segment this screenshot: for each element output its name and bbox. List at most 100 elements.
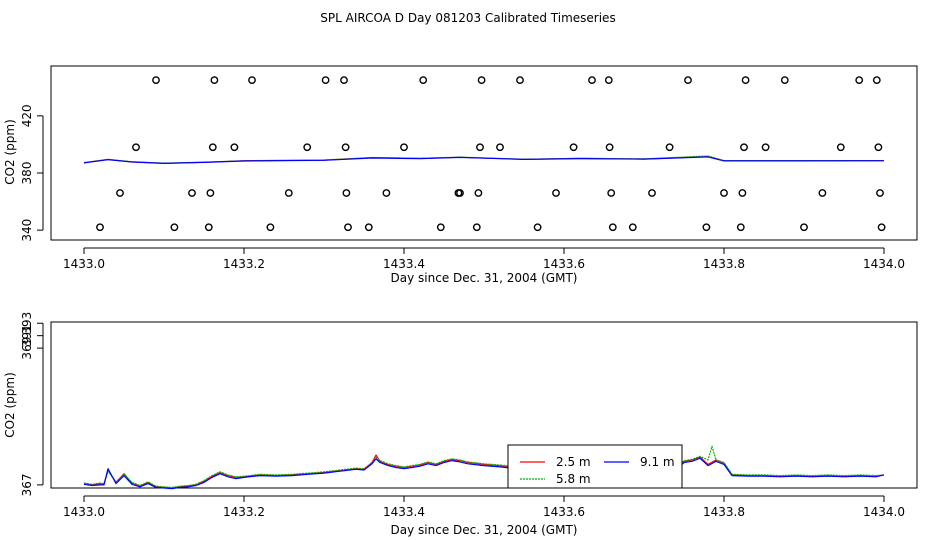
calibration-point bbox=[648, 189, 656, 197]
calibration-point bbox=[516, 76, 524, 85]
calibration-point bbox=[474, 189, 483, 197]
x-tick-label: 1434.0 bbox=[863, 505, 905, 519]
calibration-point bbox=[230, 143, 239, 152]
calibration-point bbox=[206, 189, 215, 197]
top-plot-frame bbox=[50, 65, 918, 241]
y-tick-label: 367 bbox=[20, 473, 34, 496]
calibration-point bbox=[284, 189, 293, 197]
y-tick-label: 369 bbox=[20, 337, 34, 360]
calibration-point bbox=[210, 76, 219, 85]
calibration-point bbox=[496, 143, 504, 152]
calibration-point bbox=[152, 76, 160, 85]
calibration-point bbox=[740, 143, 748, 152]
calibration-point bbox=[116, 189, 124, 197]
x-tick-label: 1433.6 bbox=[543, 257, 585, 271]
calibration-point bbox=[628, 223, 637, 232]
legend-label-2-5m: 2.5 m bbox=[556, 455, 591, 469]
top-marks bbox=[83, 76, 886, 232]
calibration-point bbox=[188, 189, 196, 197]
calibration-point bbox=[874, 143, 883, 152]
calibration-point bbox=[800, 223, 808, 232]
calibration-point bbox=[877, 223, 886, 232]
calibration-point bbox=[604, 76, 613, 85]
x-tick-label: 1433.4 bbox=[383, 257, 425, 271]
calibration-point bbox=[132, 143, 140, 152]
calibration-point bbox=[738, 189, 747, 197]
legend: 2.5 m 5.8 m 9.1 m bbox=[507, 444, 683, 489]
x-tick-label: 1433.8 bbox=[703, 505, 745, 519]
calibration-point bbox=[321, 76, 330, 85]
calibration-point bbox=[341, 143, 350, 152]
calibration-point bbox=[761, 143, 770, 152]
calibration-point bbox=[836, 143, 845, 152]
calibration-point bbox=[419, 76, 428, 85]
calibration-point bbox=[684, 76, 692, 85]
calibration-point bbox=[780, 76, 789, 85]
calibration-point bbox=[436, 223, 445, 232]
top-x-axis-label: Day since Dec. 31, 2004 (GMT) bbox=[391, 271, 578, 285]
calibration-point bbox=[208, 143, 217, 152]
legend-label-5-8m: 5.8 m bbox=[556, 472, 591, 486]
calibration-point bbox=[588, 76, 596, 85]
x-tick-label: 1433.0 bbox=[63, 505, 105, 519]
calibration-point bbox=[303, 143, 312, 152]
y-tick-label: 420 bbox=[20, 104, 34, 127]
x-tick-label: 1433.2 bbox=[223, 505, 265, 519]
calibration-point bbox=[456, 189, 464, 197]
calibration-point bbox=[741, 76, 750, 85]
calibration-point bbox=[170, 223, 179, 232]
calibration-point bbox=[204, 223, 213, 232]
calibration-point bbox=[344, 223, 352, 232]
calibration-point bbox=[476, 143, 484, 152]
x-tick-label: 1433.4 bbox=[383, 505, 425, 519]
bottom-plot-frame bbox=[50, 321, 918, 489]
y-tick-label: 380 bbox=[20, 162, 34, 185]
calibration-point bbox=[266, 223, 275, 232]
legend-label-9-1m: 9.1 m bbox=[640, 455, 675, 469]
figure-title: SPL AIRCOA D Day 081203 Calibrated Times… bbox=[320, 11, 615, 25]
calibration-point bbox=[342, 189, 351, 197]
calibration-point bbox=[364, 223, 373, 232]
calibration-point bbox=[665, 143, 674, 152]
bottom-y-axis-label: CO2 (ppm) bbox=[3, 372, 17, 438]
calibration-point bbox=[400, 143, 408, 152]
x-tick-label: 1433.0 bbox=[63, 257, 105, 271]
top-y-axis-label: CO2 (ppm) bbox=[3, 119, 17, 185]
top-panel: Day since Dec. 31, 2004 (GMT) CO2 (ppm) … bbox=[3, 65, 918, 285]
calibration-point bbox=[340, 76, 348, 85]
calibration-point bbox=[872, 76, 881, 85]
bottom-axes: 1433.0 1433.2 1433.4 1433.6 1433.8 1434.0 367 3… bbox=[20, 312, 905, 519]
bottom-x-axis-label: Day since Dec. 31, 2004 (GMT) bbox=[391, 523, 578, 537]
calibration-point bbox=[96, 223, 104, 232]
calibration-point bbox=[876, 189, 884, 197]
calibration-point bbox=[702, 223, 711, 232]
y-tick-label: 340 bbox=[20, 219, 34, 242]
legend-box bbox=[507, 444, 683, 489]
x-tick-label: 1433.6 bbox=[543, 505, 585, 519]
calibration-point bbox=[382, 189, 391, 197]
calibration-point bbox=[472, 223, 481, 232]
x-tick-label: 1434.0 bbox=[863, 257, 905, 271]
calibration-point bbox=[855, 76, 864, 85]
calibration-point bbox=[720, 189, 728, 197]
calibration-point bbox=[477, 76, 486, 85]
y-tick-label: 391 bbox=[20, 324, 34, 347]
calibration-point bbox=[607, 189, 616, 197]
bottom-marks bbox=[83, 445, 885, 490]
series-line-5-8-m bbox=[83, 445, 885, 488]
calibration-point bbox=[552, 189, 560, 197]
x-tick-label: 1433.2 bbox=[223, 257, 265, 271]
series-line-2-5-m bbox=[83, 454, 885, 489]
calibration-point bbox=[248, 76, 256, 85]
calibration-point bbox=[605, 143, 614, 152]
series-line-9-1-m bbox=[83, 457, 885, 490]
series-line-9-1-m bbox=[83, 156, 885, 164]
bottom-panel: Day since Dec. 31, 2004 (GMT) CO2 (ppm) … bbox=[3, 312, 918, 537]
calibration-point bbox=[818, 189, 827, 197]
y-tick-label: 393 bbox=[20, 312, 34, 335]
calibration-point bbox=[533, 223, 542, 232]
calibration-point bbox=[569, 143, 578, 152]
calibration-point bbox=[736, 223, 745, 232]
x-tick-label: 1433.8 bbox=[703, 257, 745, 271]
